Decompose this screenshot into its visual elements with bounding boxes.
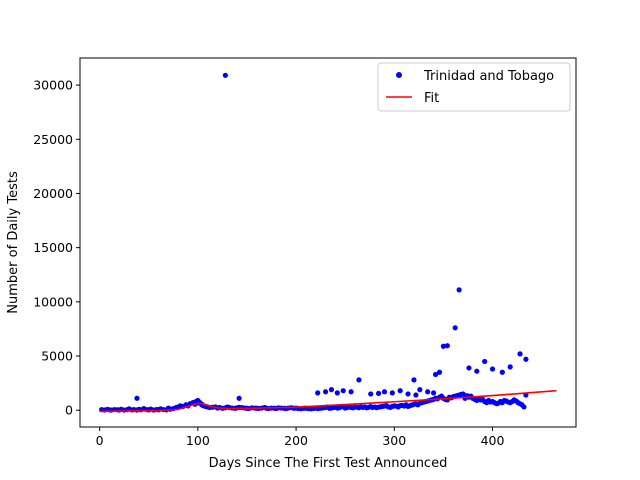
plot-area [99, 72, 557, 413]
data-point [222, 72, 228, 78]
data-point [521, 404, 527, 410]
data-point [517, 351, 523, 357]
y-tick-label: 0 [65, 403, 73, 418]
data-point [134, 395, 140, 401]
y-tick-label: 15000 [33, 240, 73, 255]
data-point [489, 366, 496, 372]
x-tick-label: 0 [96, 433, 104, 448]
x-tick-label: 300 [382, 433, 406, 448]
y-axis-label: Number of Daily Tests [6, 171, 21, 314]
y-tick-label: 30000 [33, 78, 73, 93]
legend-box [377, 62, 571, 112]
data-point [436, 369, 443, 375]
data-point [432, 371, 439, 378]
y-tick-label: 5000 [41, 349, 73, 364]
x-tick-label: 400 [481, 433, 505, 448]
data-point [356, 377, 362, 383]
data-point [440, 343, 447, 349]
data-point [413, 392, 419, 398]
data-point [482, 358, 488, 365]
data-point [499, 369, 505, 375]
data-point [523, 356, 529, 362]
data-point [425, 389, 431, 395]
data-point [334, 390, 340, 396]
data-point [444, 343, 450, 349]
legend-marker-points [396, 72, 402, 78]
data-point [411, 377, 417, 383]
data-point [430, 390, 437, 396]
data-point [405, 391, 411, 397]
data-point [328, 387, 335, 393]
data-point [368, 391, 374, 397]
data-point [397, 388, 403, 394]
legend-label-fit: Fit [424, 91, 439, 106]
y-tick-label: 10000 [33, 294, 73, 309]
data-point [375, 390, 382, 397]
data-point [315, 390, 321, 396]
data-point [474, 368, 480, 374]
data-point [381, 389, 388, 395]
data-point [348, 389, 354, 395]
x-tick-label: 100 [186, 433, 210, 448]
fit-line [99, 389, 557, 413]
data-point [507, 364, 513, 370]
data-point [466, 365, 472, 371]
data-point [452, 325, 458, 331]
data-point [456, 287, 462, 293]
x-axis-label: Days Since The First Test Announced [209, 456, 448, 471]
axis-ticks: 0 100 200 300 400 0 5000 10000 15000 20000 25000 30… [33, 78, 504, 448]
data-point [236, 395, 242, 401]
y-tick-label: 20000 [33, 186, 73, 201]
legend-label-points: Trinidad and Tobago [423, 69, 554, 84]
axes-frame [79, 57, 577, 428]
data-point [460, 391, 466, 397]
data-point [389, 390, 395, 396]
data-point [417, 387, 423, 393]
y-tick-label: 25000 [33, 132, 73, 147]
data-point [340, 388, 346, 394]
legend: Trinidad and Tobago Fit [377, 62, 571, 112]
data-point [322, 389, 329, 395]
x-tick-label: 200 [284, 433, 308, 448]
